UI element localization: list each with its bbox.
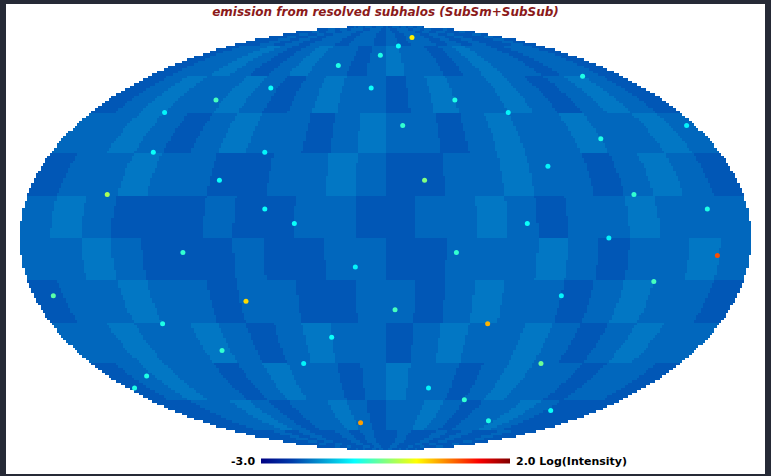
svg-text:-3.0: -3.0 [231, 455, 255, 468]
svg-text:2.0 Log(Intensity): 2.0 Log(Intensity) [516, 455, 627, 468]
svg-text:emission from resolved subhalo: emission from resolved subhalos (SubSm+S… [212, 5, 559, 19]
